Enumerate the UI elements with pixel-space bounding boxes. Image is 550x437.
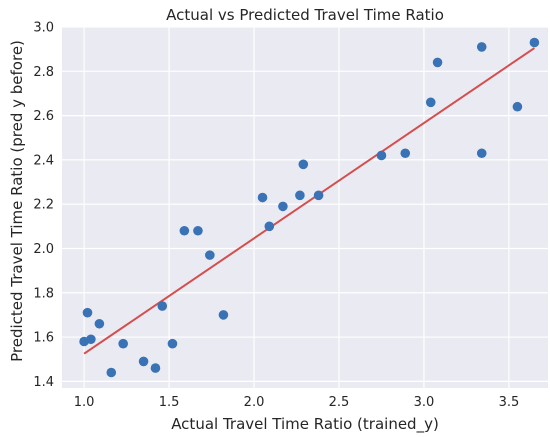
y-tick-label: 1.4	[33, 375, 54, 390]
y-tick-label: 2.0	[33, 242, 54, 257]
scatter-point	[512, 101, 523, 112]
x-tick-label: 2.0	[244, 395, 265, 410]
scatter-point	[157, 301, 168, 311]
x-tick-label: 3.5	[499, 395, 520, 410]
scatter-point	[150, 363, 161, 373]
chart-title: Actual vs Predicted Travel Time Ratio	[166, 6, 444, 24]
scatter-point	[278, 201, 288, 212]
scatter-point	[313, 190, 324, 201]
scatter-point	[138, 356, 149, 367]
x-axis-label: Actual Travel Time Ratio (trained_y)	[171, 415, 439, 434]
scatter-point	[257, 192, 268, 203]
scatter-point	[298, 159, 309, 170]
y-tick-label: 2.8	[33, 65, 54, 80]
scatter-point	[179, 225, 190, 236]
x-tick-label: 2.5	[329, 395, 350, 410]
data-points	[79, 37, 540, 378]
y-tick-label: 2.2	[33, 198, 54, 213]
scatter-point	[432, 57, 443, 68]
scatter-point	[264, 221, 275, 232]
y-tick-label: 1.8	[33, 286, 54, 301]
y-tick-label: 2.6	[33, 109, 54, 124]
scatter-point	[205, 250, 215, 260]
y-tick-label: 2.4	[33, 153, 54, 168]
scatter-point	[94, 318, 105, 329]
scatter-point	[400, 148, 411, 159]
scatter-point	[376, 150, 387, 161]
grid-lines	[62, 26, 548, 388]
scatter-point	[529, 37, 540, 48]
scatter-point	[476, 148, 487, 159]
scatter-point	[86, 334, 96, 345]
y-axis-ticks: 1.4 1.6 1.8 2.0 2.2 2.4 2.6 2.8 3.0	[33, 21, 54, 390]
x-tick-label: 1.0	[74, 395, 95, 410]
scatter-point	[476, 42, 487, 52]
scatter-point	[106, 367, 117, 378]
scatter-point	[167, 338, 178, 349]
scatter-point	[218, 310, 229, 320]
y-tick-label: 3.0	[33, 21, 54, 36]
x-tick-label: 3.0	[414, 395, 435, 410]
scatter-point	[193, 225, 203, 236]
plot-area	[62, 27, 548, 388]
x-tick-label: 1.5	[159, 395, 180, 410]
scatter-point	[425, 97, 436, 108]
y-tick-label: 1.6	[33, 331, 54, 346]
y-axis-label: Predicted Travel Time Ratio (pred y befo…	[8, 40, 26, 362]
scatter-point	[118, 338, 128, 349]
x-axis-ticks: 1.0 1.5 2.0 2.5 3.0 3.5	[74, 395, 520, 410]
scatter-point	[82, 307, 93, 318]
scatter-point	[295, 190, 305, 201]
